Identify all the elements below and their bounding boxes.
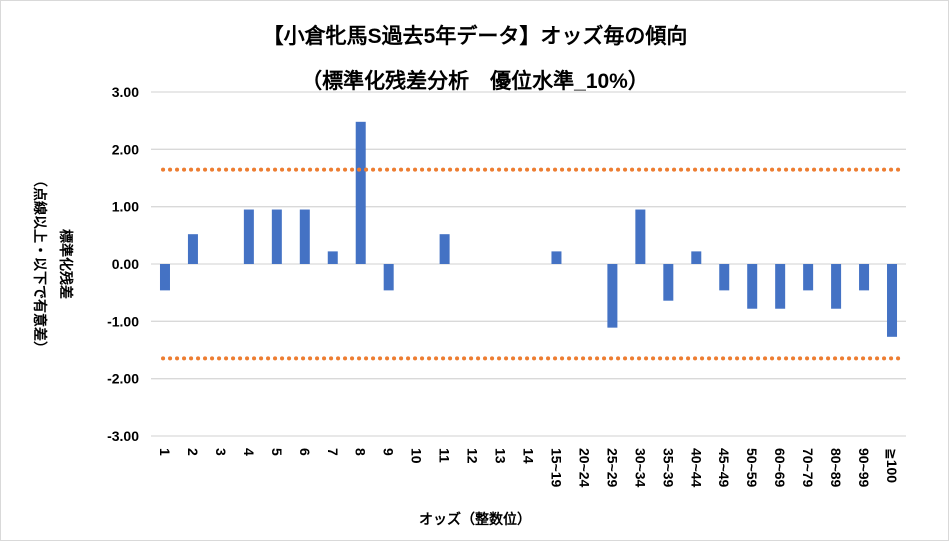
x-tick-label: 40~44: [688, 448, 704, 488]
y-axis-label: 標準化残差: [58, 229, 74, 299]
x-axis-label: オッズ（整数位）: [419, 511, 531, 527]
x-tick-label: 35~39: [660, 448, 676, 488]
bar-8: [355, 121, 366, 265]
x-tick-label: 11: [437, 448, 453, 463]
bar-15~19: [551, 251, 562, 264]
bar-30~34: [635, 209, 646, 264]
bar-90~99: [859, 264, 870, 291]
y-tick-label: 3.00: [112, 84, 139, 100]
y-tick-label: 2.00: [112, 141, 139, 157]
x-tick-label: 8: [353, 448, 369, 456]
y-tick-label: 0.00: [112, 256, 139, 272]
y-tick-label: 1.00: [112, 199, 139, 215]
x-tick-label: 15~19: [548, 448, 564, 488]
x-tick-label: 45~49: [716, 448, 732, 488]
bar-60~69: [775, 264, 786, 309]
x-tick-label: 6: [297, 448, 313, 456]
x-tick-label: 80~89: [828, 448, 844, 488]
y-tick-label: -3.00: [107, 428, 139, 444]
chart-subtitle: （標準化残差分析 優位水準_10%）: [301, 69, 649, 93]
y-tick-label: -2.00: [107, 371, 139, 387]
bar-5: [271, 209, 282, 264]
x-tick-label: 9: [381, 448, 397, 456]
y-axis-label-note: （点線以上・以下で有意差）: [32, 173, 48, 355]
x-tick-label: 70~79: [800, 448, 816, 488]
bar-9: [383, 264, 394, 291]
bar-7: [327, 251, 338, 264]
bar-45~49: [719, 264, 730, 291]
bar-1: [159, 264, 170, 291]
bar-80~89: [831, 264, 842, 309]
x-tick-label: 12: [465, 448, 481, 464]
bar-70~79: [803, 264, 814, 291]
y-tick-label: -1.00: [107, 313, 139, 329]
x-tick-label: 1: [157, 448, 173, 456]
x-tick-label: 20~24: [576, 448, 592, 488]
bar-50~59: [747, 264, 758, 309]
bar-≧100: [887, 264, 898, 337]
x-tick-label: 4: [241, 448, 257, 456]
x-tick-label: 2: [185, 448, 201, 456]
x-tick-label: 25~29: [604, 448, 620, 488]
x-tick-label: 30~34: [632, 448, 648, 488]
bar-35~39: [663, 264, 674, 301]
x-tick-label: 50~59: [744, 448, 760, 488]
x-tick-label: ≧100: [884, 448, 900, 483]
x-tick-label: 60~69: [772, 448, 788, 488]
bar-2: [187, 234, 198, 264]
bar-40~44: [691, 251, 702, 264]
x-tick-label: 10: [409, 448, 425, 464]
x-tick-label: 3: [213, 448, 229, 456]
bar-6: [299, 209, 310, 264]
bar-25~29: [607, 264, 618, 328]
x-tick-label: 14: [521, 448, 537, 464]
x-tick-label: 7: [325, 448, 341, 456]
x-tick-label: 90~99: [856, 448, 872, 488]
x-tick-label: 5: [269, 448, 285, 456]
bar-4: [243, 209, 254, 264]
x-tick-label: 13: [493, 448, 509, 464]
bar-11: [439, 234, 450, 264]
chart-title: 【小倉牝馬S過去5年データ】オッズ毎の傾向: [263, 24, 688, 48]
